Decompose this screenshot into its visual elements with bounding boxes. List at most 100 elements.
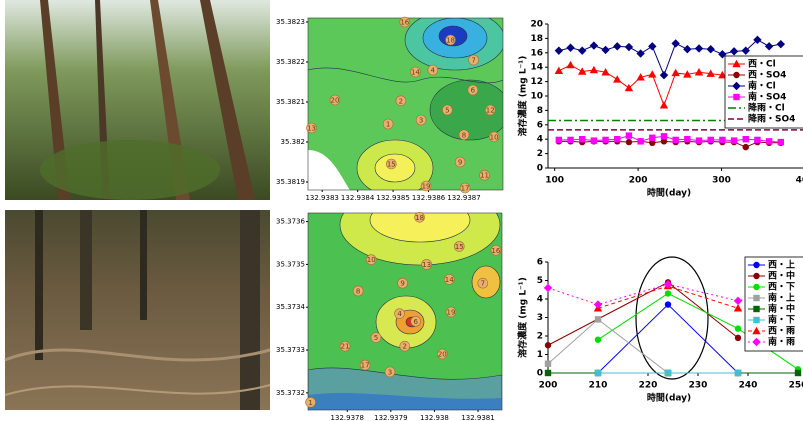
y-tick-label: 3 <box>537 313 543 323</box>
point-label: 3 <box>388 368 392 376</box>
y-tick-label: 35.3735 <box>276 260 305 268</box>
marker <box>626 132 632 138</box>
marker <box>743 144 749 150</box>
x-tick-label: 200 <box>629 176 648 186</box>
y-tick-label: 4 <box>537 295 543 305</box>
marker <box>735 325 741 331</box>
legend-marker <box>753 273 759 279</box>
x-tick-label: 132.9378 <box>331 414 364 421</box>
legend-label: 南・Cl <box>748 80 776 92</box>
marker <box>578 46 586 54</box>
y-tick-label: 6 <box>537 120 543 130</box>
marker <box>695 44 703 52</box>
series-line <box>598 305 738 373</box>
marker <box>625 43 633 51</box>
highlight-ellipse <box>636 257 708 379</box>
y-tick-label: 35.3734 <box>276 303 305 311</box>
marker <box>696 137 702 143</box>
x-tick-label: 200 <box>539 381 558 391</box>
photo-top <box>5 0 270 200</box>
y-tick-label: 35.382 <box>281 138 306 146</box>
x-tick-label: 132.9387 <box>447 194 480 202</box>
legend-marker <box>753 262 759 268</box>
marker <box>545 342 551 348</box>
point-label: 7 <box>471 57 475 65</box>
legend-label: 南・上 <box>768 292 795 304</box>
legend-label: 西・雨 <box>768 326 795 337</box>
marker <box>735 370 741 376</box>
x-tick-label: 132.938 <box>420 414 449 421</box>
point-label: 10 <box>367 256 376 264</box>
marker <box>566 44 574 52</box>
marker <box>754 137 760 143</box>
point-label: 20 <box>330 97 339 105</box>
x-tick-label: 240 <box>739 381 758 391</box>
legend-marker <box>733 94 739 100</box>
y-tick-label: 35.3732 <box>276 389 305 397</box>
marker <box>637 138 643 144</box>
marker <box>683 45 691 53</box>
marker <box>660 101 668 108</box>
marker <box>743 136 749 142</box>
marker <box>671 69 679 76</box>
legend-label: 降雨・SO4 <box>748 113 795 125</box>
marker <box>567 137 573 143</box>
marker <box>590 41 598 49</box>
photo-bottom <box>5 210 270 410</box>
point-label: 7 <box>481 280 485 288</box>
marker <box>665 290 671 296</box>
marker <box>684 136 690 142</box>
legend-marker <box>753 306 759 312</box>
marker <box>595 370 601 376</box>
marker <box>601 46 609 54</box>
point-label: 16 <box>491 247 500 255</box>
legend-marker <box>753 295 759 301</box>
marker <box>735 335 741 341</box>
marker <box>648 70 656 77</box>
point-label: 8 <box>356 287 360 295</box>
legend-marker <box>753 317 759 323</box>
y-tick-label: 16 <box>530 48 543 58</box>
point-label: 14 <box>411 69 420 77</box>
point-label: 6 <box>413 318 418 326</box>
x-tick-label: 132.9383 <box>305 194 338 202</box>
marker <box>544 284 552 292</box>
marker <box>649 135 655 141</box>
point-label: 4 <box>431 67 436 75</box>
marker <box>777 40 785 48</box>
legend-label: 西・Cl <box>748 59 776 70</box>
marker <box>766 138 772 144</box>
point-label: 11 <box>480 172 489 180</box>
x-tick-label: 250 <box>789 381 803 391</box>
legend-label: 南・中 <box>768 303 795 315</box>
marker <box>661 133 667 139</box>
marker <box>795 370 801 376</box>
y-tick-label: 10 <box>530 92 543 102</box>
marker <box>719 137 725 143</box>
point-label: 20 <box>438 350 447 358</box>
marker <box>730 47 738 55</box>
x-tick-label: 132.9386 <box>412 194 446 202</box>
marker <box>778 139 784 145</box>
point-label: 5 <box>445 107 449 115</box>
marker <box>665 301 671 307</box>
marker <box>765 42 773 50</box>
marker <box>648 42 656 50</box>
point-label: 17 <box>461 185 470 193</box>
legend-label: 西・中 <box>768 270 795 282</box>
point-label: 18 <box>415 214 424 222</box>
y-tick-label: 8 <box>537 106 543 116</box>
y-tick-label: 6 <box>537 258 543 268</box>
y-tick-label: 35.3733 <box>276 346 305 354</box>
point-label: 6 <box>471 87 476 95</box>
x-tick-label: 132.9381 <box>461 414 494 421</box>
marker <box>566 61 574 68</box>
x-tick-label: 132.9385 <box>376 194 409 202</box>
marker <box>556 137 562 143</box>
marker <box>707 45 715 53</box>
marker <box>731 137 737 143</box>
point-label: 2 <box>399 97 403 105</box>
legend-label: 西・SO4 <box>748 70 786 81</box>
y-tick-label: 2 <box>537 149 543 159</box>
marker <box>555 46 563 54</box>
